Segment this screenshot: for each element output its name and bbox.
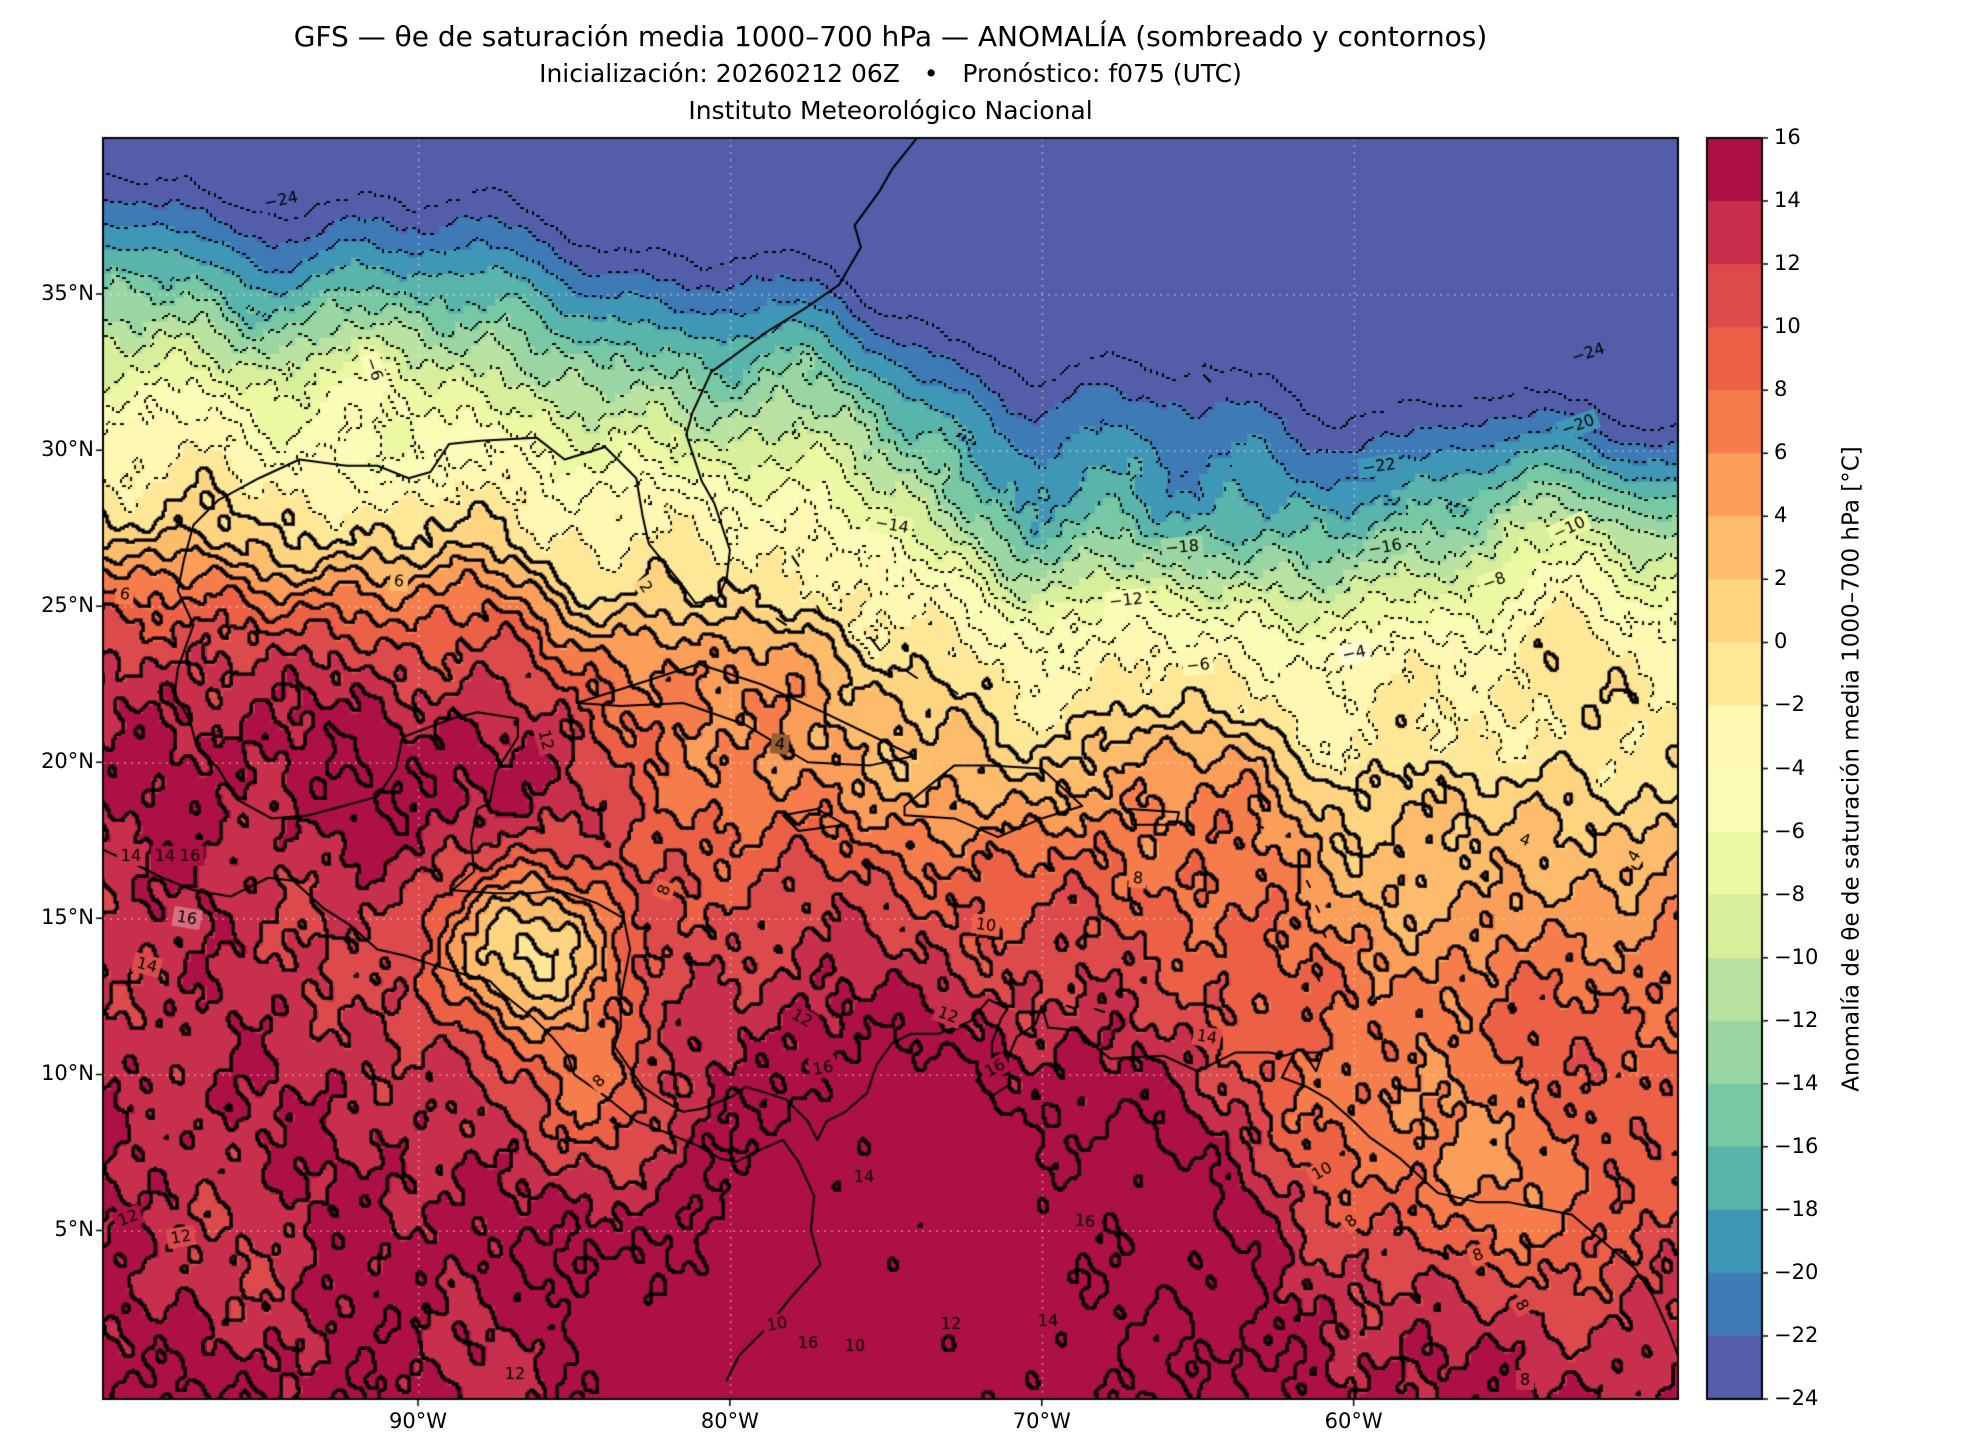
- colorbar-tick-label: −14: [1774, 1070, 1819, 1095]
- colorbar-tick-label: 12: [1774, 251, 1801, 276]
- colorbar-tick-label: 14: [1774, 188, 1801, 213]
- colorbar-tick-label: −8: [1774, 881, 1805, 906]
- colorbar-tick-label: −2: [1774, 692, 1805, 717]
- chart-title: GFS — θe de saturación media 1000–700 hP…: [293, 20, 1488, 53]
- colorbar-label: Anomalía de θe de saturación media 1000–…: [1839, 445, 1865, 1092]
- colorbar-tick-label: 6: [1774, 440, 1788, 465]
- colorbar-tick-label: 2: [1774, 566, 1788, 591]
- colorbar-tick-label: −6: [1774, 818, 1805, 843]
- lon-tick-label: 60°W: [1324, 1409, 1383, 1433]
- colorbar-tick-label: 8: [1774, 377, 1788, 402]
- colorbar-tick-label: −20: [1774, 1259, 1819, 1284]
- colorbar-tick-label: −18: [1774, 1196, 1819, 1221]
- colorbar-tick-label: −4: [1774, 755, 1805, 780]
- colorbar-tick-label: −24: [1774, 1386, 1819, 1410]
- lon-tick-label: 70°W: [1012, 1409, 1071, 1433]
- colorbar-tick-label: 0: [1774, 629, 1788, 654]
- lon-tick-label: 80°W: [700, 1409, 759, 1433]
- lat-tick-label: 20°N: [41, 749, 94, 774]
- chart-subtitle-init-forecast: Inicialización: 20260212 06Z • Pronóstic…: [539, 59, 1242, 88]
- lat-tick-label: 25°N: [41, 593, 94, 618]
- colorbar-label-wrap: Anomalía de θe de saturación media 1000–…: [1826, 138, 1878, 1399]
- colorbar-tick-label: −22: [1774, 1322, 1819, 1347]
- colorbar-tick-label: 16: [1774, 125, 1801, 149]
- lon-tick-label: 90°W: [389, 1409, 447, 1433]
- lat-tick-label: 35°N: [41, 281, 94, 306]
- colorbar-tick-label: −10: [1774, 944, 1819, 969]
- lat-tick-label: 30°N: [41, 437, 94, 462]
- lat-tick-label: 5°N: [54, 1217, 94, 1242]
- colorbar-tick-label: −12: [1774, 1007, 1819, 1032]
- lat-tick-label: 10°N: [41, 1061, 94, 1086]
- lat-tick-label: 15°N: [41, 905, 94, 930]
- colorbar-tick-label: −16: [1774, 1133, 1819, 1158]
- colorbar-tick-label: 10: [1774, 314, 1801, 339]
- colorbar-tick-label: 4: [1774, 503, 1788, 528]
- chart-subtitle-institute: Instituto Meteorológico Nacional: [688, 96, 1093, 125]
